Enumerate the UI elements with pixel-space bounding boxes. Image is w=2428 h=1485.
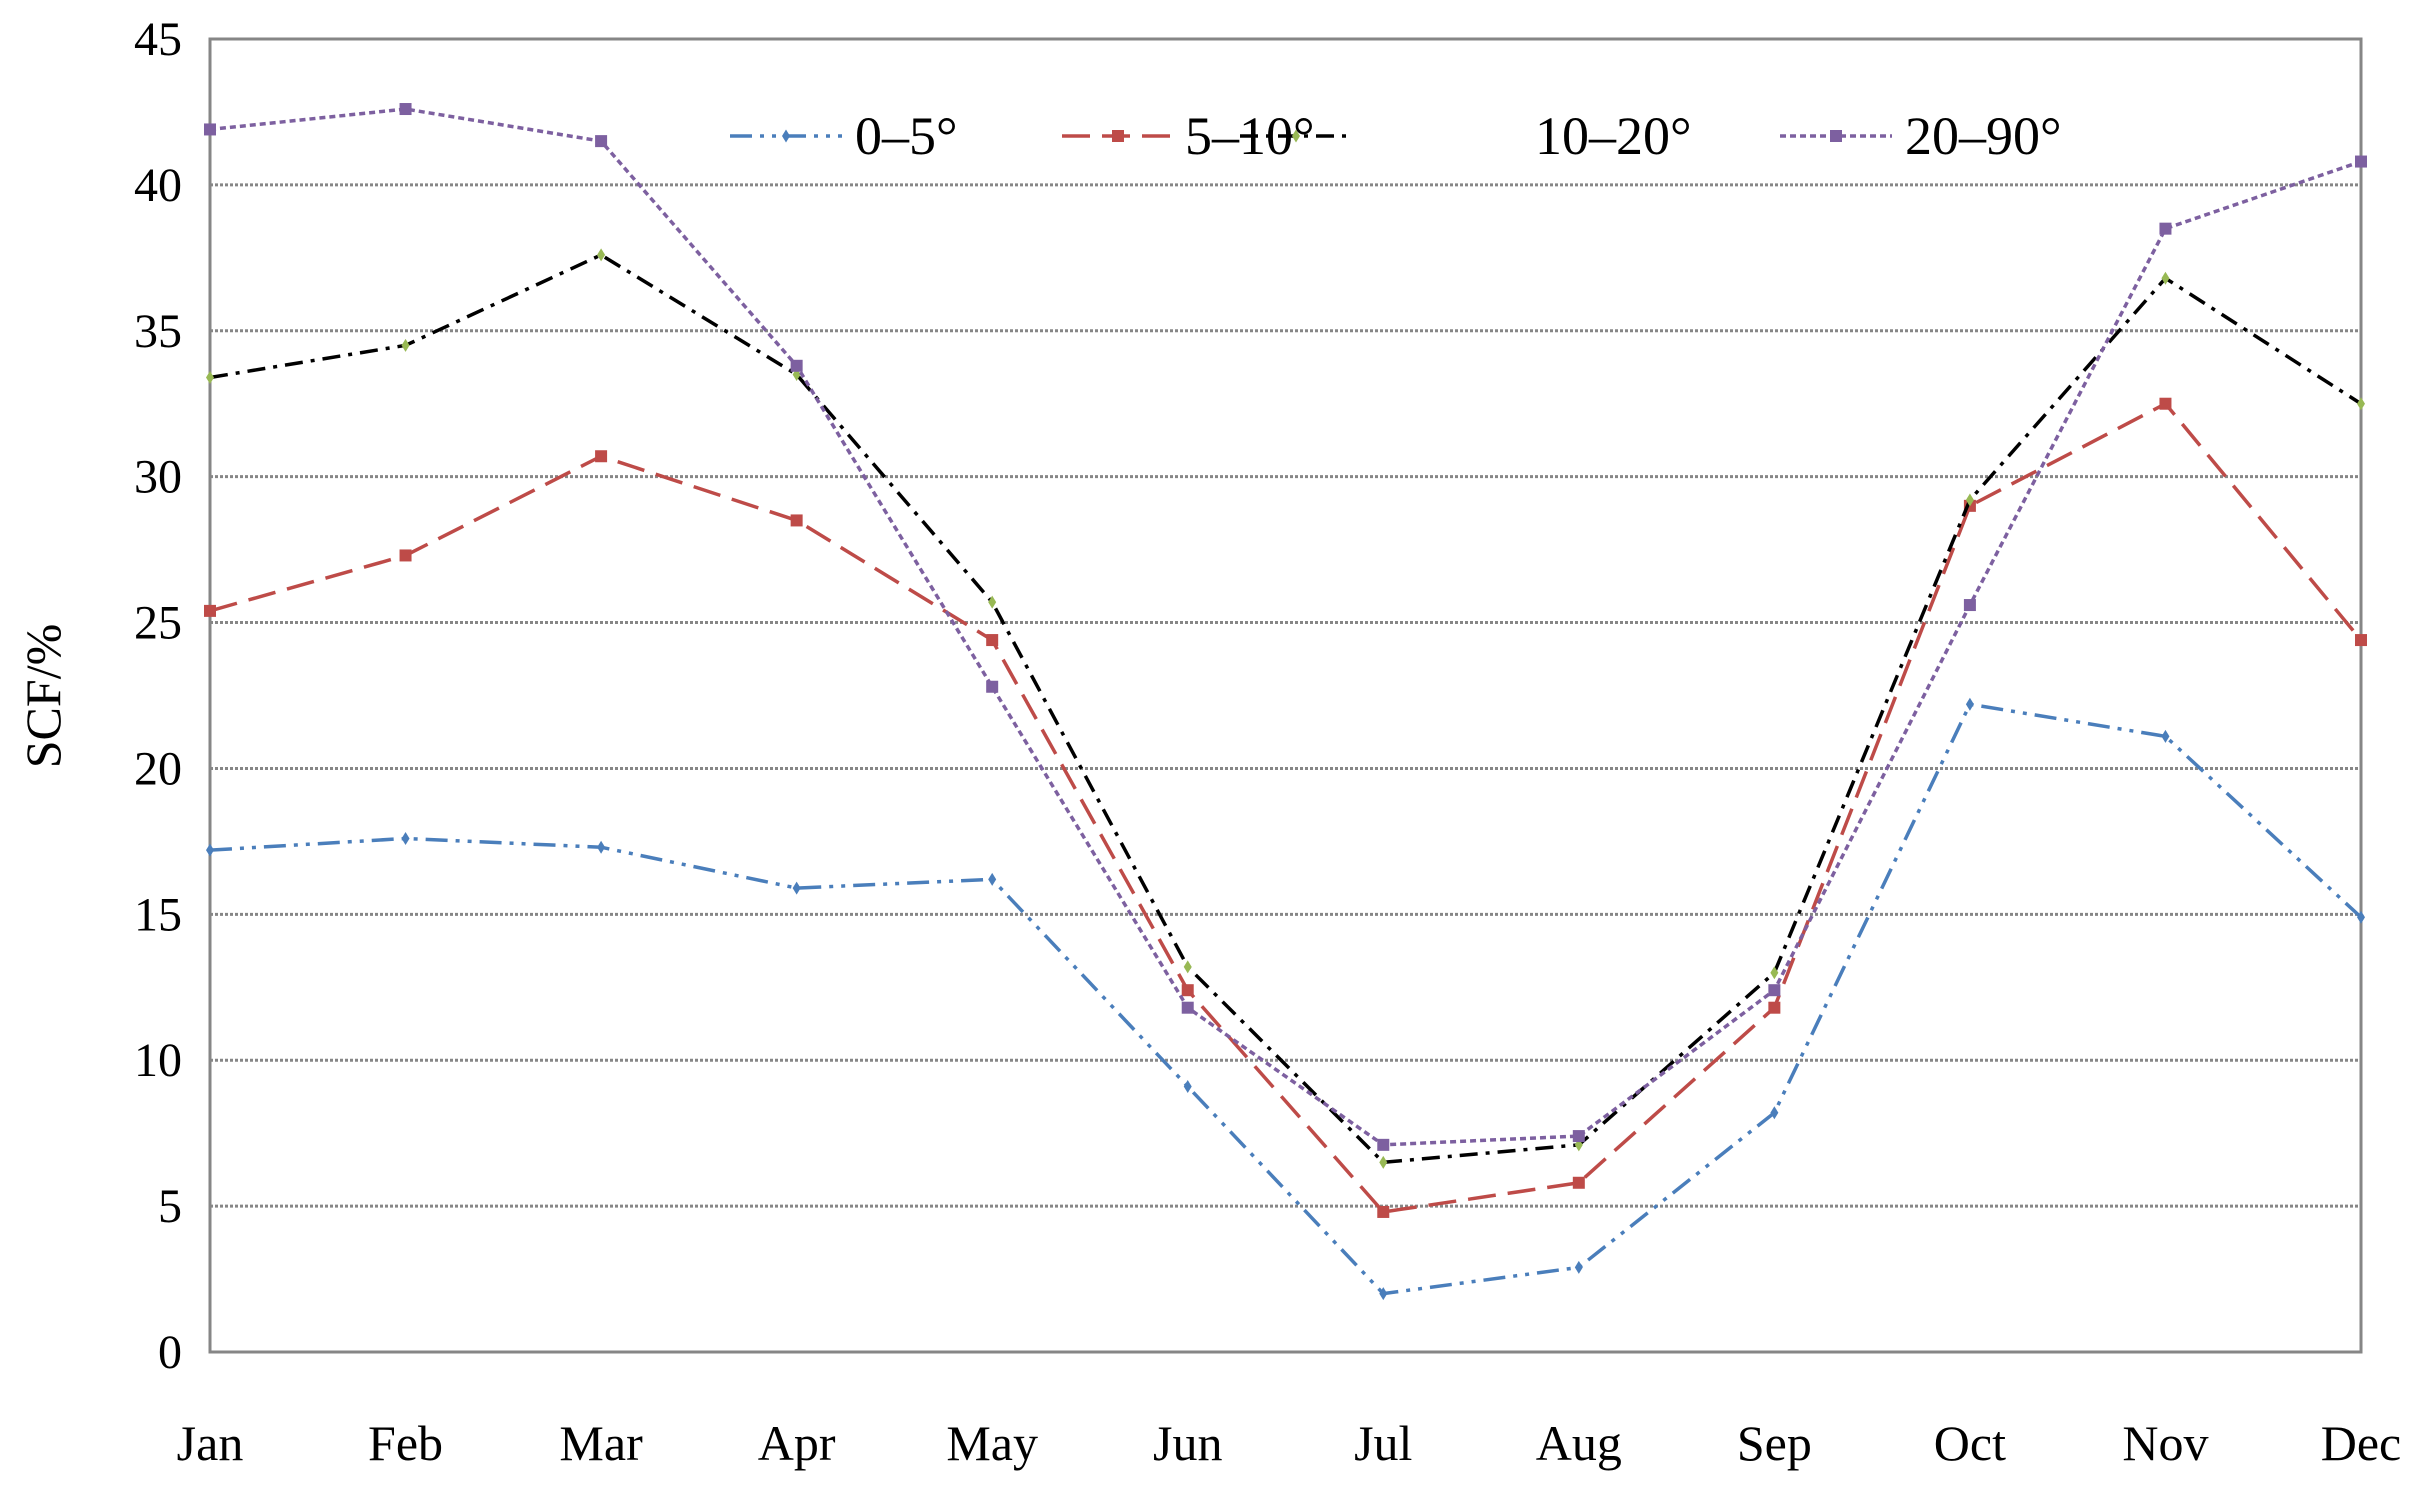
data-point-marker (597, 248, 606, 262)
legend-label: 10–20° (1535, 106, 1692, 166)
data-point-marker (204, 604, 216, 617)
data-point-marker (595, 135, 608, 148)
data-point-marker (790, 359, 803, 372)
x-tick-label: Dec (2321, 1415, 2402, 1471)
data-point-marker (2355, 155, 2367, 168)
y-tick-label: 15 (134, 888, 182, 941)
data-point-marker (206, 843, 214, 857)
data-point-marker (986, 680, 999, 693)
data-point-marker (988, 872, 997, 886)
data-point-marker (1830, 130, 1842, 142)
x-tick-label: Apr (758, 1415, 836, 1471)
data-point-marker (595, 450, 608, 463)
y-tick-label: 30 (134, 451, 182, 504)
data-point-marker (399, 549, 412, 562)
data-point-marker (1768, 984, 1781, 997)
x-axis-ticks: Jan Feb Mar Apr May Jun Jul Aug Sep Oct Nov Dec (177, 1415, 2402, 1471)
series-line (209, 252, 2362, 1165)
x-tick-label: Mar (559, 1415, 643, 1471)
series-line (209, 702, 2363, 1296)
data-point-marker (1768, 1001, 1781, 1014)
data-point-marker (1965, 697, 1974, 711)
data-point-marker (1965, 493, 1974, 507)
data-point-marker (2357, 910, 2365, 924)
data-point-marker (1572, 1176, 1585, 1189)
data-point-marker (792, 881, 801, 895)
y-tick-label: 25 (134, 597, 182, 650)
data-point-marker (1292, 129, 1300, 143)
data-point-marker (1770, 1106, 1779, 1120)
data-point-marker (1770, 966, 1779, 980)
y-tick-label: 0 (158, 1326, 182, 1379)
y-axis-ticks: 0 5 10 15 20 25 30 35 40 45 (134, 13, 182, 1379)
data-point-marker (1377, 1138, 1390, 1151)
data-point-marker (1379, 1155, 1388, 1169)
data-point-marker (2159, 397, 2172, 410)
data-point-marker (1574, 1260, 1583, 1274)
data-point-marker (2161, 271, 2170, 285)
y-tick-label: 35 (134, 305, 182, 358)
data-point-marker (399, 103, 412, 116)
data-point-marker (401, 831, 410, 845)
data-point-marker (597, 840, 606, 854)
data-point-marker (1572, 1130, 1585, 1143)
series-0 (206, 697, 2365, 1301)
data-point-marker (2161, 729, 2170, 743)
x-tick-label: Oct (1934, 1415, 2006, 1471)
data-point-marker (2355, 634, 2367, 647)
series-group (204, 103, 2367, 1301)
data-point-marker (206, 370, 214, 384)
x-tick-label: Jun (1153, 1415, 1222, 1471)
y-tick-label: 5 (158, 1180, 182, 1233)
data-point-marker (1181, 984, 1194, 997)
data-point-marker (1183, 960, 1192, 974)
data-point-marker (1379, 1287, 1388, 1301)
series-2 (206, 248, 2365, 1169)
x-tick-label: Nov (2122, 1415, 2208, 1471)
data-point-marker (2159, 222, 2172, 235)
data-point-marker (204, 123, 216, 136)
series-3 (204, 103, 2367, 1151)
data-point-marker (1181, 1001, 1194, 1014)
data-point-marker (1377, 1205, 1390, 1218)
x-tick-label: Jan (177, 1415, 244, 1471)
series-line (209, 107, 2362, 1147)
data-point-marker (1963, 599, 1976, 612)
plot-area-border (208, 37, 2363, 1354)
data-point-marker (988, 595, 997, 609)
data-point-marker (2357, 397, 2365, 411)
x-tick-label: Jul (1354, 1415, 1412, 1471)
y-tick-label: 40 (134, 159, 182, 212)
series-1 (204, 397, 2367, 1218)
data-point-marker (782, 129, 790, 143)
series-line (209, 401, 2363, 1214)
y-tick-label: 10 (134, 1034, 182, 1087)
legend-label: 20–90° (1905, 106, 2062, 166)
x-tick-label: Aug (1536, 1415, 1622, 1471)
data-point-marker (1112, 130, 1124, 142)
gridlines (208, 37, 2363, 1354)
x-tick-label: Sep (1737, 1415, 1812, 1471)
data-point-marker (1183, 1079, 1192, 1093)
data-point-marker (790, 514, 803, 527)
legend: 0–5° 5–10° 10–20° 20–90° (730, 106, 2062, 166)
y-tick-label: 20 (134, 742, 182, 795)
legend-label: 0–5° (855, 106, 958, 166)
y-tick-label: 45 (134, 13, 182, 66)
x-tick-label: Feb (368, 1415, 443, 1471)
data-point-marker (401, 338, 410, 352)
y-axis-label: SCF/% (15, 624, 71, 769)
data-point-marker (986, 634, 999, 647)
x-tick-label: May (946, 1415, 1038, 1471)
